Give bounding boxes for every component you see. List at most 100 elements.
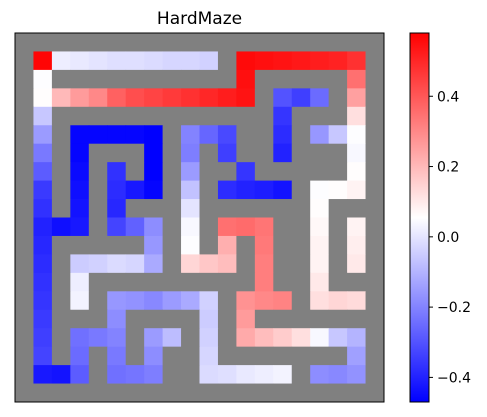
wall-cell: [15, 346, 34, 366]
wall-cell: [347, 199, 366, 218]
wall-cell: [365, 143, 385, 163]
value-cell: [310, 272, 330, 292]
wall-cell: [365, 88, 385, 108]
value-cell: [254, 51, 274, 71]
wall-cell: [51, 162, 71, 181]
value-cell: [107, 365, 127, 384]
wall-cell: [88, 272, 108, 292]
value-cell: [162, 51, 182, 71]
wall-cell: [328, 383, 348, 403]
value-cell: [88, 254, 108, 274]
wall-cell: [365, 328, 385, 348]
wall-cell: [291, 235, 311, 255]
wall-cell: [365, 235, 385, 255]
wall-cell: [347, 383, 366, 403]
value-cell: [199, 254, 219, 274]
wall-cell: [273, 272, 293, 292]
value-cell: [254, 328, 274, 348]
wall-cell: [236, 33, 256, 52]
value-cell: [33, 88, 53, 108]
wall-cell: [328, 254, 348, 274]
wall-cell: [15, 272, 34, 292]
wall-cell: [70, 383, 90, 403]
value-cell: [217, 143, 237, 163]
value-cell: [310, 88, 330, 108]
value-cell: [328, 51, 348, 71]
value-cell: [199, 125, 219, 145]
wall-cell: [125, 328, 145, 348]
wall-cell: [51, 33, 71, 52]
colorbar-tick-label: 0.4: [437, 89, 459, 105]
value-cell: [107, 125, 127, 145]
wall-cell: [273, 309, 293, 329]
wall-cell: [199, 162, 219, 181]
value-cell: [310, 235, 330, 255]
value-cell: [328, 291, 348, 311]
wall-cell: [144, 33, 163, 52]
wall-cell: [107, 235, 127, 255]
wall-cell: [365, 254, 385, 274]
wall-cell: [162, 162, 182, 181]
wall-cell: [254, 143, 274, 163]
wall-cell: [199, 199, 219, 218]
value-cell: [125, 217, 145, 237]
value-cell: [33, 125, 53, 145]
value-cell: [181, 199, 200, 218]
value-cell: [181, 162, 200, 181]
wall-cell: [162, 180, 182, 200]
value-cell: [347, 180, 366, 200]
wall-cell: [365, 217, 385, 237]
wall-cell: [291, 365, 311, 384]
value-cell: [217, 88, 237, 108]
value-cell: [107, 88, 127, 108]
value-cell: [181, 143, 200, 163]
wall-cell: [125, 309, 145, 329]
value-cell: [144, 346, 163, 366]
wall-cell: [236, 125, 256, 145]
value-cell: [199, 309, 219, 329]
value-cell: [217, 180, 237, 200]
wall-cell: [291, 180, 311, 200]
value-cell: [144, 162, 163, 181]
wall-cell: [291, 254, 311, 274]
wall-cell: [107, 106, 127, 126]
value-cell: [273, 291, 293, 311]
chart-title: HardMaze: [157, 9, 242, 29]
wall-cell: [254, 309, 274, 329]
wall-cell: [291, 143, 311, 163]
value-cell: [347, 365, 366, 384]
wall-cell: [88, 106, 108, 126]
wall-cell: [217, 162, 237, 181]
wall-cell: [236, 235, 256, 255]
value-cell: [70, 254, 90, 274]
wall-cell: [365, 309, 385, 329]
value-cell: [125, 365, 145, 384]
value-cell: [125, 125, 145, 145]
value-cell: [144, 235, 163, 255]
value-cell: [347, 162, 366, 181]
wall-cell: [254, 88, 274, 108]
value-cell: [217, 235, 237, 255]
value-cell: [70, 328, 90, 348]
wall-cell: [217, 346, 237, 366]
wall-cell: [107, 143, 127, 163]
wall-cell: [199, 217, 219, 237]
value-cell: [51, 88, 71, 108]
value-cell: [70, 125, 90, 145]
colorbar-tick-label: 0.0: [437, 230, 459, 246]
wall-cell: [217, 69, 237, 89]
value-cell: [310, 365, 330, 384]
value-cell: [70, 217, 90, 237]
value-cell: [51, 217, 71, 237]
wall-cell: [15, 33, 34, 52]
wall-cell: [181, 309, 200, 329]
value-cell: [125, 51, 145, 71]
wall-cell: [51, 254, 71, 274]
wall-cell: [88, 291, 108, 311]
wall-cell: [217, 383, 237, 403]
value-cell: [51, 51, 71, 71]
value-cell: [347, 291, 366, 311]
wall-cell: [291, 162, 311, 181]
wall-cell: [181, 106, 200, 126]
wall-cell: [365, 33, 385, 52]
